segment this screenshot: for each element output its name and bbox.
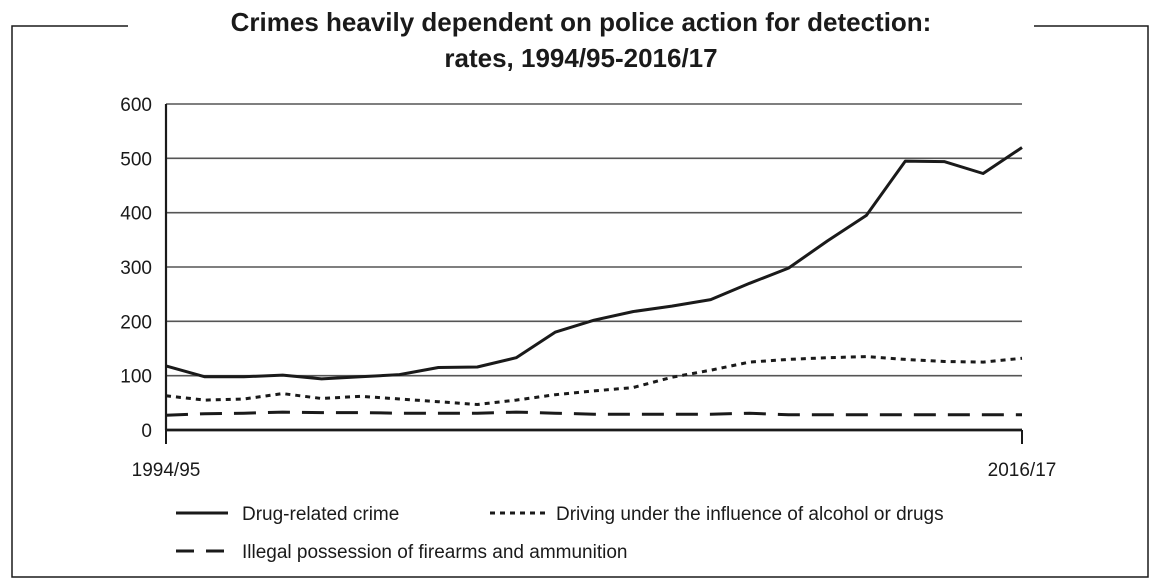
x-tick-label-start: 1994/95 <box>132 460 201 481</box>
y-tick-label: 400 <box>120 204 152 225</box>
series-line-1 <box>165 146 1023 381</box>
series-line-3 <box>165 410 1022 417</box>
y-tick-label: 200 <box>120 312 152 333</box>
x-tick-label-end: 2016/17 <box>988 460 1057 481</box>
y-tick-label: 300 <box>120 258 152 279</box>
legend-label-2: Driving under the influence of alcohol o… <box>556 504 944 525</box>
y-tick-label: 600 <box>120 95 152 116</box>
legend-label-1: Drug-related crime <box>242 504 399 525</box>
legend-label-3: Illegal possession of firearms and ammun… <box>242 542 627 563</box>
chart-border <box>11 25 1149 578</box>
chart-title: Crimes heavily dependent on police actio… <box>128 0 1034 80</box>
chart-title-line-1: Crimes heavily dependent on police actio… <box>230 7 932 37</box>
y-tick-label: 0 <box>141 421 152 442</box>
y-tick-label: 500 <box>120 149 152 170</box>
series-line-2 <box>165 355 1023 406</box>
chart-title-line-2: rates, 1994/95-2016/17 <box>444 43 718 73</box>
y-tick-label: 100 <box>120 367 152 388</box>
